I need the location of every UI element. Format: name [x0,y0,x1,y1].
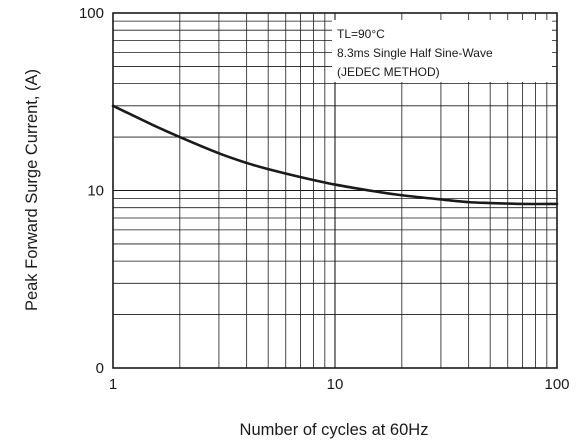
series-layer [111,104,559,206]
y-tick-label: 0 [96,360,104,377]
annotation-line-temperature: TL=90°C [337,27,385,41]
x-tick-label: 100 [544,376,569,393]
x-tick-label: 10 [327,376,344,393]
y-tick-labels: 0 10 100 [79,5,104,377]
annotation-line-waveform: 8.3ms Single Half Sine-Wave [337,46,493,60]
annotation-line-method: (JEDEC METHOD) [337,65,440,79]
x-tick-labels: 1 10 100 [109,376,570,393]
y-tick-label: 10 [87,183,104,200]
surge-current-curve [111,104,559,206]
plot-frame [112,12,558,369]
y-axis-title: Peak Forward Surge Current, (A) [23,69,41,311]
annotation-background [332,20,552,82]
annotation-box: TL=90°C 8.3ms Single Half Sine-Wave (JED… [332,20,552,82]
x-axis-title: Number of cycles at 60Hz [240,421,429,439]
y-tick-label: 100 [79,5,104,22]
x-tick-label: 1 [109,376,117,393]
